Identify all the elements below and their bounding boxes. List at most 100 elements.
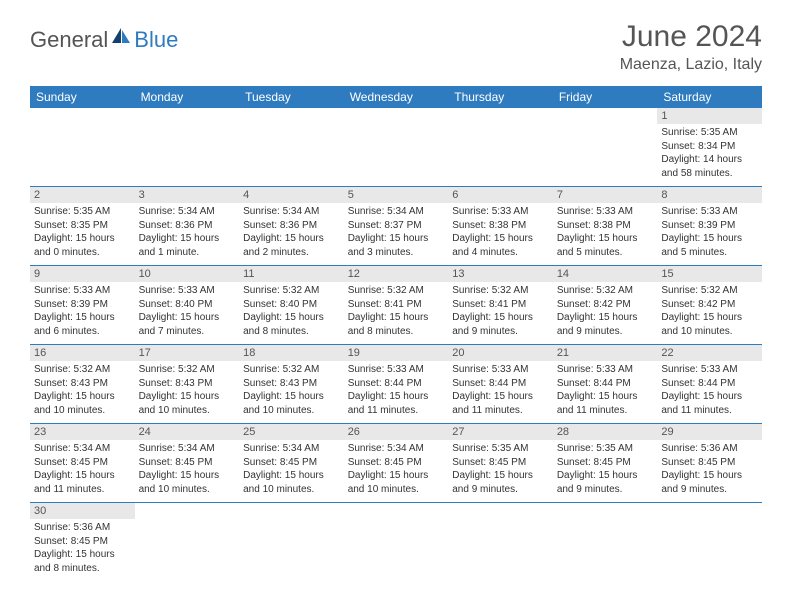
day-info: Sunrise: 5:32 AMSunset: 8:43 PMDaylight:… [139, 363, 236, 417]
day-info: Sunrise: 5:34 AMSunset: 8:36 PMDaylight:… [139, 205, 236, 259]
calendar-cell: 3 Sunrise: 5:34 AMSunset: 8:36 PMDaylight… [135, 187, 240, 266]
calendar-body: ......1Sunrise: 5:35 AMSunset: 8:34 PMDa… [30, 108, 762, 581]
day-number: 18 [239, 345, 344, 361]
day-info: Sunrise: 5:36 AMSunset: 8:45 PMDaylight:… [661, 442, 758, 496]
day-info: Sunrise: 5:33 AMSunset: 8:40 PMDaylight:… [139, 284, 236, 338]
day-info: Sunrise: 5:32 AMSunset: 8:42 PMDaylight:… [557, 284, 654, 338]
day-info: Sunrise: 5:33 AMSunset: 8:39 PMDaylight:… [34, 284, 131, 338]
day-info: Sunrise: 5:33 AMSunset: 8:38 PMDaylight:… [557, 205, 654, 259]
calendar-cell: 26 Sunrise: 5:34 AMSunset: 8:45 PMDayligh… [344, 424, 449, 503]
day-info: Sunrise: 5:34 AMSunset: 8:45 PMDaylight:… [243, 442, 340, 496]
day-info: Sunrise: 5:34 AMSunset: 8:45 PMDaylight:… [139, 442, 236, 496]
calendar-cell: 10 Sunrise: 5:33 AMSunset: 8:40 PMDayligh… [135, 266, 240, 345]
day-number: 11 [239, 266, 344, 282]
calendar-cell: 16Sunrise: 5:32 AMSunset: 8:43 PMDayligh… [30, 345, 135, 424]
day-number: 14 [553, 266, 658, 282]
calendar-cell: . [553, 108, 658, 187]
calendar-cell: . [448, 108, 553, 187]
calendar-cell: 23Sunrise: 5:34 AMSunset: 8:45 PMDayligh… [30, 424, 135, 503]
calendar-cell: . [30, 108, 135, 187]
day-info: Sunrise: 5:34 AMSunset: 8:36 PMDaylight:… [243, 205, 340, 259]
day-number: 12 [344, 266, 449, 282]
day-info: Sunrise: 5:34 AMSunset: 8:37 PMDaylight:… [348, 205, 445, 259]
calendar-cell: . [239, 503, 344, 582]
location-label: Maenza, Lazio, Italy [620, 56, 762, 74]
calendar-cell: 27 Sunrise: 5:35 AMSunset: 8:45 PMDayligh… [448, 424, 553, 503]
header: General Blue June 2024 Maenza, Lazio, It… [30, 20, 762, 74]
day-number: 13 [448, 266, 553, 282]
calendar-week-row: 30Sunrise: 5:36 AMSunset: 8:45 PMDayligh… [30, 503, 762, 582]
day-number: 24 [135, 424, 240, 440]
day-info: Sunrise: 5:33 AMSunset: 8:38 PMDaylight:… [452, 205, 549, 259]
calendar-week-row: 9 Sunrise: 5:33 AMSunset: 8:39 PMDaylight… [30, 266, 762, 345]
calendar-cell: 25 Sunrise: 5:34 AMSunset: 8:45 PMDayligh… [239, 424, 344, 503]
weekday-wednesday: Wednesday [344, 86, 449, 108]
calendar-cell: 7Sunrise: 5:33 AMSunset: 8:38 PMDaylight… [553, 187, 658, 266]
calendar-cell: 20Sunrise: 5:33 AMSunset: 8:44 PMDayligh… [448, 345, 553, 424]
calendar-cell: 2 Sunrise: 5:35 AMSunset: 8:35 PMDaylight… [30, 187, 135, 266]
day-number: 3 [135, 187, 240, 203]
day-info: Sunrise: 5:32 AMSunset: 8:41 PMDaylight:… [452, 284, 549, 338]
day-info: Sunrise: 5:33 AMSunset: 8:39 PMDaylight:… [661, 205, 758, 259]
day-info: Sunrise: 5:35 AMSunset: 8:35 PMDaylight:… [34, 205, 131, 259]
calendar-cell: 6Sunrise: 5:33 AMSunset: 8:38 PMDaylight… [448, 187, 553, 266]
day-number: 2 [30, 187, 135, 203]
title-block: June 2024 Maenza, Lazio, Italy [620, 20, 762, 74]
calendar-cell: . [239, 108, 344, 187]
weekday-friday: Friday [553, 86, 658, 108]
day-info: Sunrise: 5:33 AMSunset: 8:44 PMDaylight:… [452, 363, 549, 417]
day-number: 28 [553, 424, 658, 440]
calendar-week-row: 16Sunrise: 5:32 AMSunset: 8:43 PMDayligh… [30, 345, 762, 424]
day-info: Sunrise: 5:33 AMSunset: 8:44 PMDaylight:… [661, 363, 758, 417]
day-number: 26 [344, 424, 449, 440]
calendar-cell: 17 Sunrise: 5:32 AMSunset: 8:43 PMDayligh… [135, 345, 240, 424]
day-number: 17 [135, 345, 240, 361]
day-info: Sunrise: 5:35 AMSunset: 8:34 PMDaylight:… [661, 126, 758, 180]
calendar-cell: . [135, 503, 240, 582]
day-number: 10 [135, 266, 240, 282]
weekday-sunday: Sunday [30, 86, 135, 108]
calendar-cell: 5 Sunrise: 5:34 AMSunset: 8:37 PMDaylight… [344, 187, 449, 266]
calendar-cell: 22Sunrise: 5:33 AMSunset: 8:44 PMDayligh… [657, 345, 762, 424]
day-number: 1 [657, 108, 762, 124]
calendar-week-row: ......1Sunrise: 5:35 AMSunset: 8:34 PMDa… [30, 108, 762, 187]
day-info: Sunrise: 5:35 AMSunset: 8:45 PMDaylight:… [452, 442, 549, 496]
day-info: Sunrise: 5:34 AMSunset: 8:45 PMDaylight:… [34, 442, 131, 496]
calendar-cell: . [448, 503, 553, 582]
day-number: 15 [657, 266, 762, 282]
day-number: 8 [657, 187, 762, 203]
calendar-cell: 12Sunrise: 5:32 AMSunset: 8:41 PMDayligh… [344, 266, 449, 345]
calendar-cell: 1 Sunrise: 5:35 AMSunset: 8:34 PMDaylight… [657, 108, 762, 187]
day-number: 5 [344, 187, 449, 203]
calendar-cell: . [344, 108, 449, 187]
calendar-cell: 9 Sunrise: 5:33 AMSunset: 8:39 PMDaylight… [30, 266, 135, 345]
day-number: 27 [448, 424, 553, 440]
calendar-week-row: 2 Sunrise: 5:35 AMSunset: 8:35 PMDaylight… [30, 187, 762, 266]
day-number: 21 [553, 345, 658, 361]
weekday-thursday: Thursday [448, 86, 553, 108]
day-info: Sunrise: 5:32 AMSunset: 8:43 PMDaylight:… [243, 363, 340, 417]
day-info: Sunrise: 5:33 AMSunset: 8:44 PMDaylight:… [557, 363, 654, 417]
day-info: Sunrise: 5:32 AMSunset: 8:43 PMDaylight:… [34, 363, 131, 417]
day-info: Sunrise: 5:33 AMSunset: 8:44 PMDaylight:… [348, 363, 445, 417]
sail-icon [110, 26, 132, 49]
calendar-cell: 21 Sunrise: 5:33 AMSunset: 8:44 PMDayligh… [553, 345, 658, 424]
day-number: 25 [239, 424, 344, 440]
calendar-cell: 29 Sunrise: 5:36 AMSunset: 8:45 PMDayligh… [657, 424, 762, 503]
calendar-cell: 4 Sunrise: 5:34 AMSunset: 8:36 PMDaylight… [239, 187, 344, 266]
calendar-cell: . [657, 503, 762, 582]
day-info: Sunrise: 5:32 AMSunset: 8:42 PMDaylight:… [661, 284, 758, 338]
calendar-cell: . [135, 108, 240, 187]
day-info: Sunrise: 5:32 AMSunset: 8:40 PMDaylight:… [243, 284, 340, 338]
weekday-tuesday: Tuesday [239, 86, 344, 108]
calendar-cell: 8 Sunrise: 5:33 AMSunset: 8:39 PMDaylight… [657, 187, 762, 266]
day-number: 19 [344, 345, 449, 361]
calendar-cell: 11 Sunrise: 5:32 AMSunset: 8:40 PMDayligh… [239, 266, 344, 345]
day-number: 4 [239, 187, 344, 203]
day-number: 9 [30, 266, 135, 282]
day-info: Sunrise: 5:34 AMSunset: 8:45 PMDaylight:… [348, 442, 445, 496]
weekday-monday: Monday [135, 86, 240, 108]
calendar-cell: 15 Sunrise: 5:32 AMSunset: 8:42 PMDayligh… [657, 266, 762, 345]
day-number: 29 [657, 424, 762, 440]
calendar-cell: 14 Sunrise: 5:32 AMSunset: 8:42 PMDayligh… [553, 266, 658, 345]
